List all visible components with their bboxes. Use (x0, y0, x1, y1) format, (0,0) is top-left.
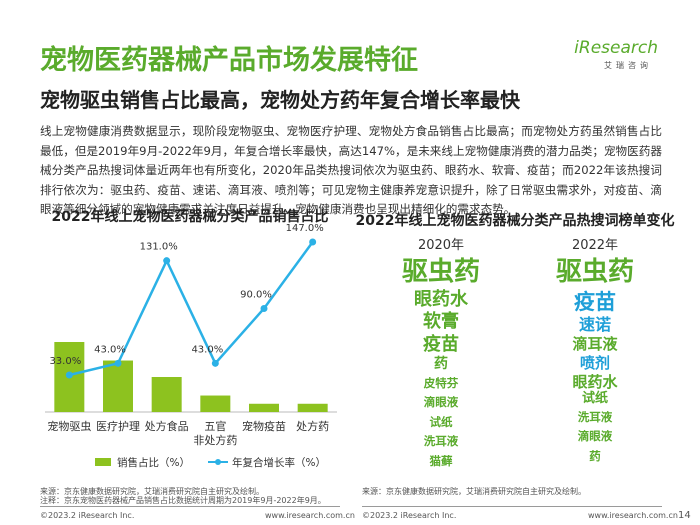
x-tick-label: 五官非处方药 (193, 419, 237, 447)
bar (297, 403, 328, 412)
point (114, 359, 122, 367)
x-tick-label: 处方药 (296, 419, 329, 433)
copyright: ©2023.2 iResearch Inc. (40, 511, 135, 520)
point (260, 305, 268, 312)
bar (200, 395, 231, 412)
item: 疫苗 (574, 289, 616, 314)
x-tick-label: 宠物疫苗 (242, 419, 286, 433)
divider (362, 506, 662, 507)
item: 喷剂 (579, 353, 610, 372)
item: 滴眼液 (423, 395, 459, 410)
logo: iResearch (574, 38, 658, 58)
url: www.iresearch.com.cn (265, 511, 355, 520)
x-tick-label: 医疗护理 (96, 419, 140, 433)
legend-swatch (215, 459, 221, 465)
legend-label: 年复合增长率（%） (232, 456, 326, 469)
line (69, 241, 314, 377)
item: 猫藓 (429, 453, 453, 468)
ranking-column: 2022年 驱虫药 疫苗 速诺 滴耳液 喷剂 眼药水 试纸 洗耳液 滴眼液 药 (520, 238, 670, 466)
point (211, 359, 219, 367)
item: 眼药水 (414, 288, 468, 310)
point (163, 257, 171, 265)
logo-sub: 艾瑞咨询 (604, 61, 652, 70)
note: 注释：京东宠物医药器械产品销售占比数据统计周期为2019年9月-2022年9月。 (40, 496, 326, 505)
url: www.iresearch.com.cn (588, 511, 678, 520)
bar (249, 403, 279, 412)
legend-label: 销售占比（%） (117, 456, 190, 469)
x-tick-label: 宠物驱虫 (47, 419, 91, 433)
chart: 2022年线上宠物医药器械分类产品销售占比 宠物驱虫 医疗护理 处方食品 五官非处方药… (45, 208, 337, 469)
item: 眼药水 (572, 372, 618, 391)
item: 洗耳液 (577, 409, 613, 424)
item: 滴眼液 (577, 429, 613, 443)
data-label: 131.0% (140, 242, 178, 253)
page-number: 14 (678, 510, 691, 521)
item: 驱虫药 (555, 257, 634, 288)
divider (40, 506, 340, 507)
item: 药 (434, 356, 448, 373)
item: 软膏 (423, 311, 459, 333)
item: 疫苗 (423, 333, 459, 355)
item: 洗耳液 (423, 434, 459, 449)
item: 滴耳液 (572, 335, 618, 353)
ranking-column: 2020年 驱虫药 眼药水 软膏 疫苗 药 皮特芬 滴眼液 试纸 洗耳液 猫藓 (366, 238, 516, 471)
data-label: 147.0% (286, 223, 324, 234)
data-label: 43.0% (94, 344, 126, 355)
item: 皮特芬 (423, 375, 459, 390)
item: 药 (589, 448, 601, 463)
point (65, 371, 73, 379)
data-label: 33.0% (49, 356, 81, 367)
subtitle: 宠物驱虫销售占比最高，宠物处方药年复合增长率最快 (40, 88, 520, 112)
point (309, 238, 317, 246)
ranking-title: 2022年线上宠物医药器械分类产品热搜词榜单变化 (355, 213, 675, 229)
item: 驱虫药 (401, 257, 480, 288)
source: 来源：京东健康数据研究院，艾瑞消费研究院自主研究及绘制。 (40, 487, 264, 496)
copyright: ©2023.2 iResearch Inc. (362, 511, 457, 520)
paragraph: 线上宠物健康消费数据显示，现阶段宠物驱虫、宠物医疗护理、宠物处方食品销售占比最高… (40, 124, 662, 217)
item: 试纸 (581, 391, 608, 407)
year: 2022年 (571, 238, 619, 253)
item: 速诺 (578, 315, 611, 334)
bar (103, 360, 133, 412)
chart-title: 2022年线上宠物医药器械分类产品销售占比 (52, 208, 329, 225)
data-label: 90.0% (240, 290, 272, 301)
year: 2020年 (417, 238, 465, 253)
legend-swatch (95, 458, 111, 466)
bar (151, 377, 182, 412)
source: 来源：京东健康数据研究院，艾瑞消费研究院自主研究及绘制。 (362, 487, 586, 496)
data-label: 43.0% (191, 344, 223, 355)
title: 宠物医药器械产品市场发展特征 (40, 45, 418, 76)
x-tick-label: 处方食品 (145, 419, 189, 433)
item: 试纸 (429, 414, 453, 429)
